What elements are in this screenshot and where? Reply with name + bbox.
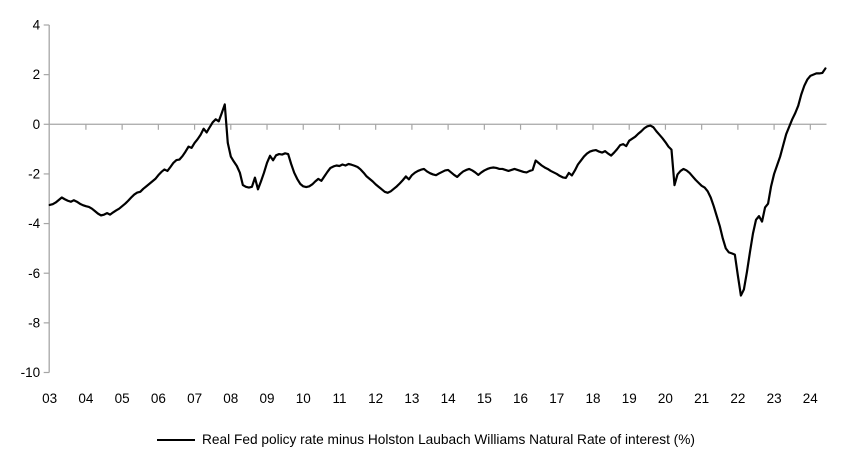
x-tick-label: 09 [260, 391, 275, 406]
x-tick-label: 14 [441, 391, 457, 406]
x-tick-label: 12 [368, 391, 383, 406]
x-tick-label: 21 [694, 391, 709, 406]
y-tick-label: -10 [21, 365, 41, 380]
x-tick-label: 18 [585, 391, 600, 406]
x-tick-label: 07 [187, 391, 202, 406]
x-tick-label: 04 [78, 391, 94, 406]
legend-line-sample-icon [157, 438, 196, 441]
legend: Real Fed policy rate minus Holston Lauba… [0, 432, 852, 447]
x-tick-label: 17 [549, 391, 564, 406]
x-tick-label: 10 [296, 391, 311, 406]
x-tick-label: 24 [803, 391, 819, 406]
x-tick-label: 22 [730, 391, 745, 406]
x-tick-label: 03 [42, 391, 57, 406]
y-tick-label: -4 [28, 216, 40, 231]
x-tick-label: 19 [622, 391, 637, 406]
y-tick-label: -8 [28, 315, 40, 330]
x-tick-label: 11 [332, 391, 346, 406]
x-tick-label: 15 [477, 391, 492, 406]
legend-label: Real Fed policy rate minus Holston Lauba… [202, 432, 695, 447]
x-tick-label: 06 [151, 391, 166, 406]
x-tick-label: 13 [404, 391, 419, 406]
series-line [48, 67, 827, 297]
x-tick-label: 05 [115, 391, 130, 406]
y-tick-label: 0 [33, 117, 41, 132]
x-tick-label: 08 [223, 391, 238, 406]
y-tick-label: 4 [33, 18, 41, 33]
x-tick-label: 16 [513, 391, 528, 406]
y-tick-label: 2 [33, 67, 41, 82]
y-tick-label: -2 [28, 167, 40, 182]
y-tick-label: -6 [28, 266, 40, 281]
x-tick-label: 20 [658, 391, 673, 406]
x-tick-label: 23 [767, 391, 782, 406]
